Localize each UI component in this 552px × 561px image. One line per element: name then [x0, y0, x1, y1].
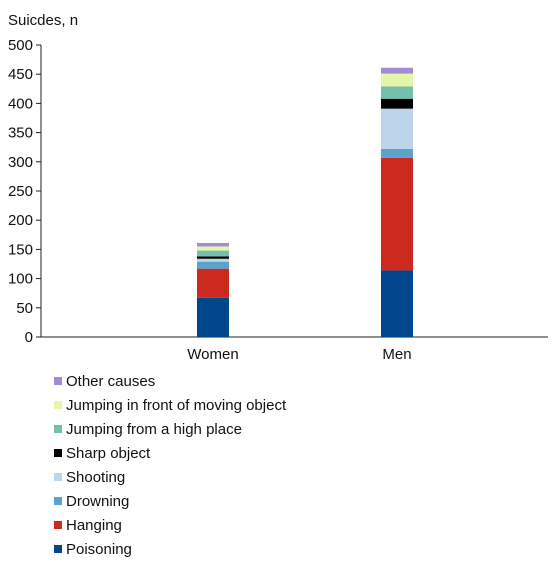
stacked-bar-chart: 0 50 100 150 200 250 300 350 400 450 500 Women Men: [8, 37, 548, 363]
bar-segment: [381, 148, 413, 158]
legend-swatch: [54, 521, 62, 529]
bar-segment: [381, 98, 413, 109]
legend-label: Sharp object: [66, 444, 151, 462]
bars: [197, 67, 413, 337]
y-tick-label: 350: [8, 125, 33, 142]
legend-label: Hanging: [66, 516, 122, 534]
y-tick-label: 500: [8, 37, 33, 54]
legend-swatch: [54, 449, 62, 457]
bar-segment: [197, 297, 229, 337]
x-tick-label: Women: [187, 346, 238, 363]
legend-label: Jumping in front of moving object: [66, 396, 287, 414]
bar-segment: [197, 258, 229, 262]
bar-segment: [381, 270, 413, 337]
y-ticks: 0 50 100 150 200 250 300 350 400 450 500: [8, 37, 41, 346]
bar-segment: [197, 242, 229, 247]
y-tick-label: 100: [8, 271, 33, 288]
bar-segment: [197, 250, 229, 257]
legend-item: Sharp object: [54, 441, 286, 465]
legend-item: Jumping in front of moving object: [54, 393, 286, 417]
legend-label: Shooting: [66, 468, 126, 486]
bar-segment: [197, 256, 229, 259]
y-tick-label: 200: [8, 212, 33, 229]
legend-swatch: [54, 545, 62, 553]
y-tick-label: 450: [8, 66, 33, 83]
y-tick-label: 250: [8, 183, 33, 200]
legend-swatch: [54, 401, 62, 409]
legend-swatch: [54, 425, 62, 433]
legend-item: Other causes: [54, 369, 286, 393]
legend-label: Drowning: [66, 492, 130, 510]
legend: Other causes Jumping in front of moving o…: [54, 369, 286, 561]
bar-segment: [381, 86, 413, 99]
bar-segment: [381, 108, 413, 149]
legend-swatch: [54, 377, 62, 385]
bar-segment: [197, 268, 229, 298]
y-tick-label: 400: [8, 95, 33, 112]
x-tick-labels: Women Men: [187, 346, 411, 363]
legend-item: Poisoning: [54, 537, 286, 561]
legend-item: Hanging: [54, 513, 286, 537]
y-tick-label: 300: [8, 154, 33, 171]
bar-segment: [381, 157, 413, 271]
legend-item: Jumping from a high place: [54, 417, 286, 441]
legend-label: Other causes: [66, 372, 156, 390]
y-axis-title: Suicdes, n: [8, 12, 79, 29]
legend-swatch: [54, 497, 62, 505]
y-tick-label: 50: [16, 300, 33, 317]
legend-label: Poisoning: [66, 540, 132, 558]
bar-segment: [197, 261, 229, 269]
bar-segment: [197, 246, 229, 251]
x-tick-label: Men: [382, 346, 411, 363]
y-tick-label: 0: [25, 329, 33, 346]
axes: [40, 45, 548, 338]
legend-swatch: [54, 473, 62, 481]
y-tick-label: 150: [8, 241, 33, 258]
legend-label: Jumping from a high place: [66, 420, 242, 438]
bar-segment: [381, 73, 413, 87]
bar-segment: [381, 67, 413, 74]
legend-item: Drowning: [54, 489, 286, 513]
legend-item: Shooting: [54, 465, 286, 489]
